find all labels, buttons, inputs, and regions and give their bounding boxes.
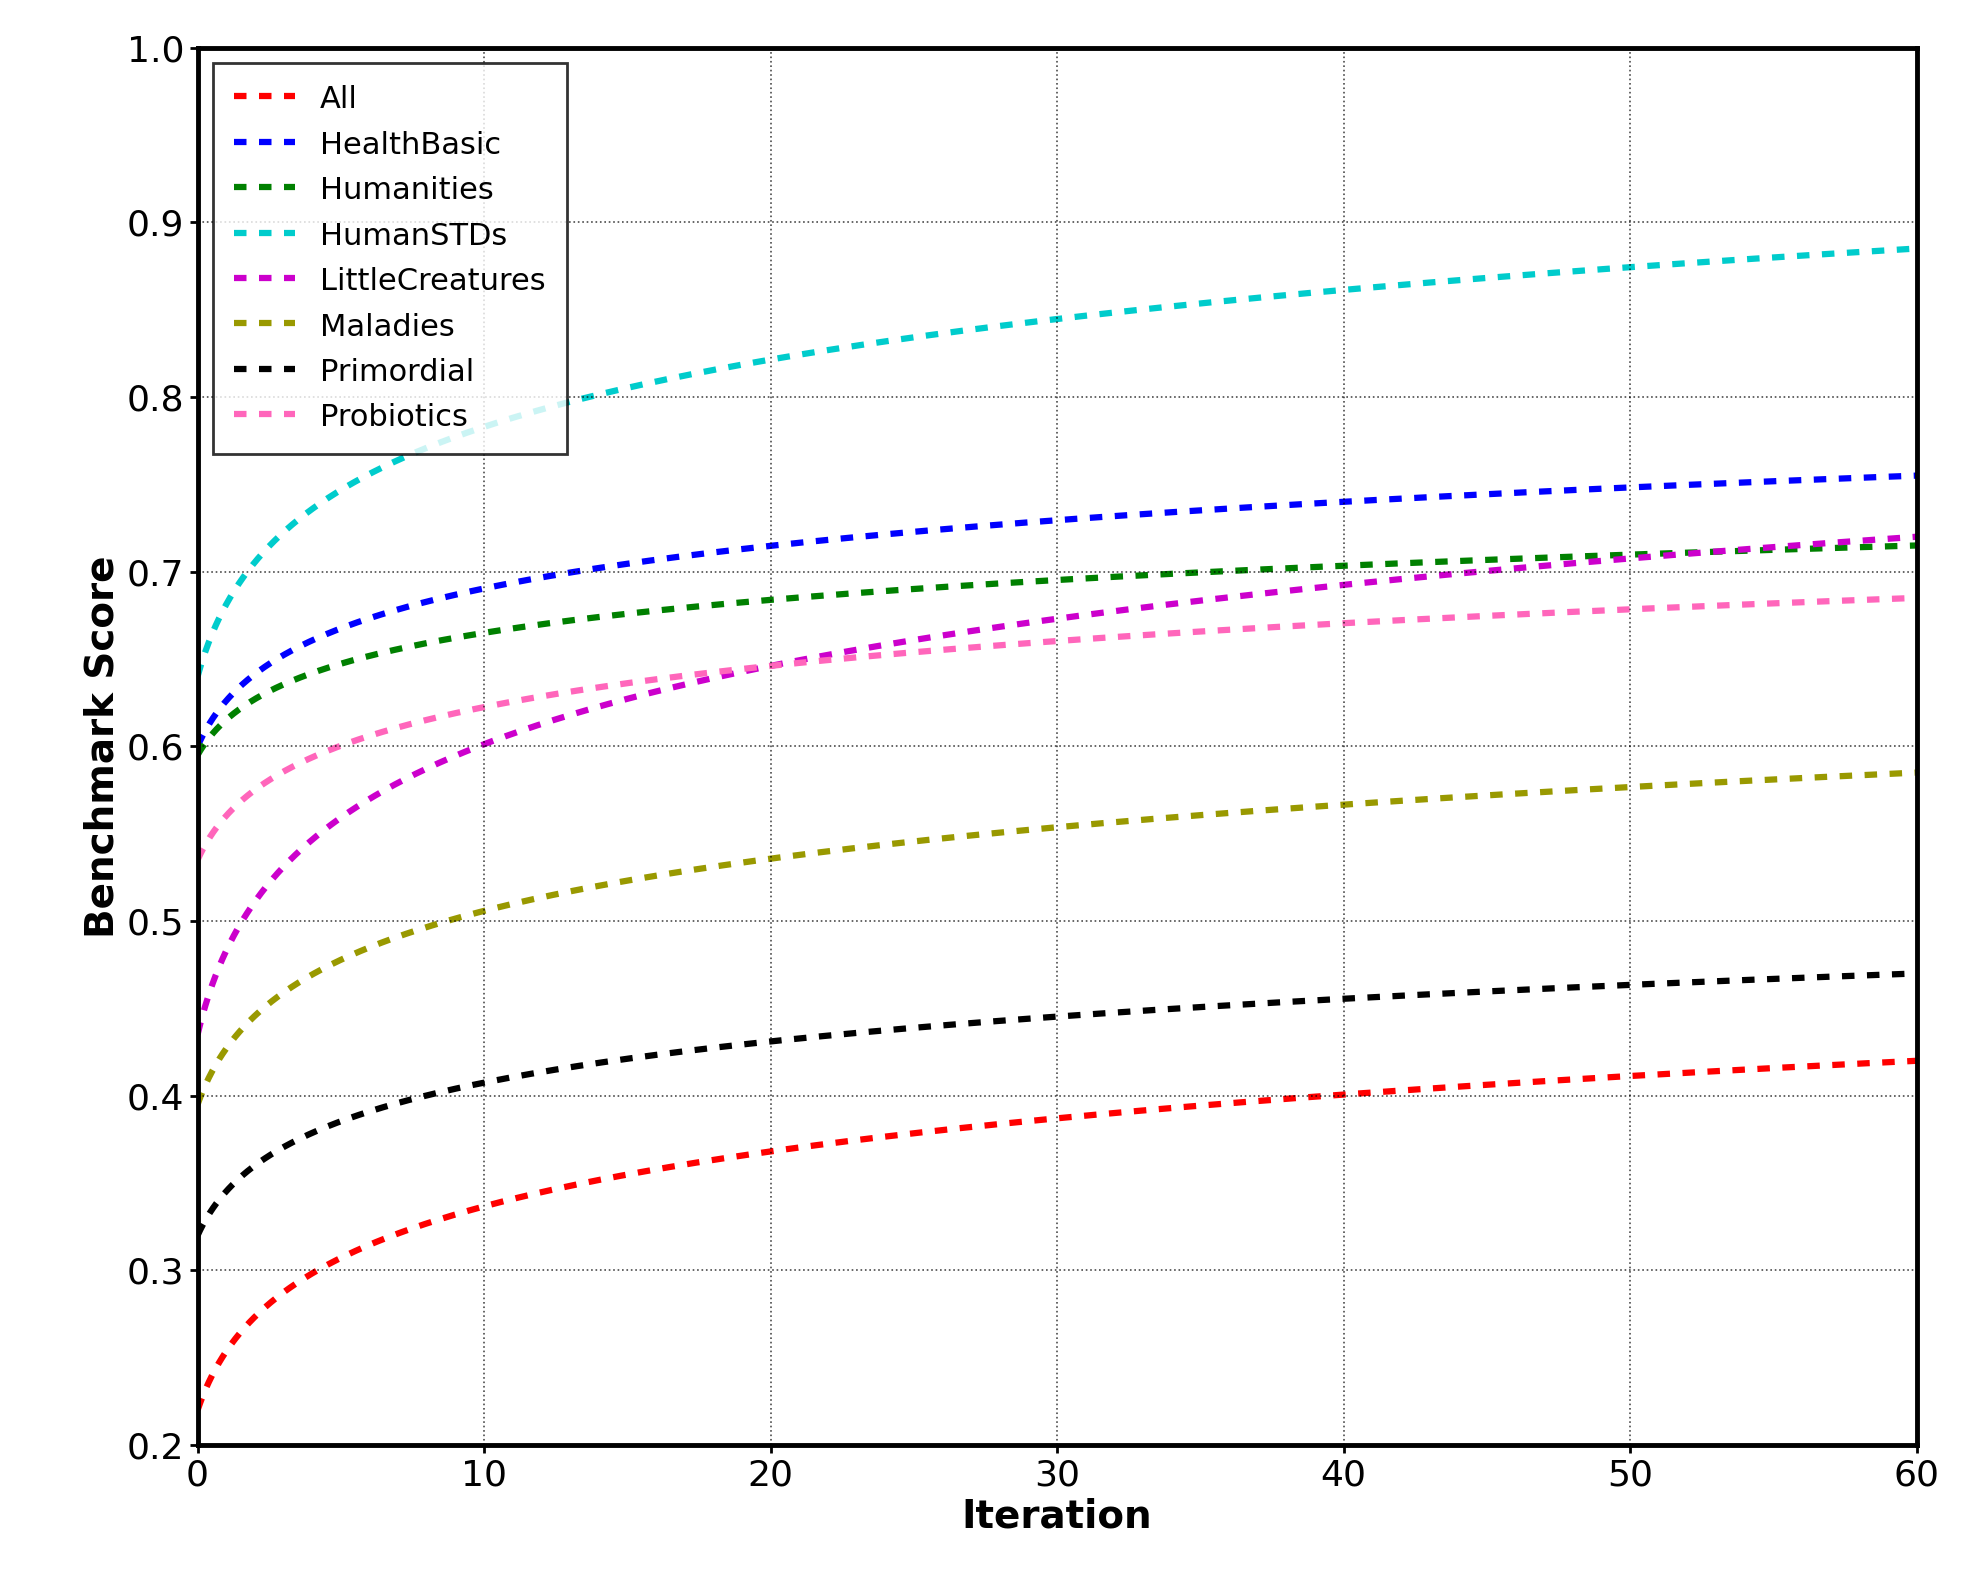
LittleCreatures (273, 856, 296, 875)
Primordial (1905, 964, 1929, 983)
LittleCreatures (186, 1024, 209, 1043)
Maladies (976, 824, 1000, 843)
Primordial (273, 1137, 296, 1156)
Legend: All, HealthBasic, Humanities, HumanSTDs, LittleCreatures, Maladies, Primordial, : All, HealthBasic, Humanities, HumanSTDs,… (213, 64, 567, 454)
Primordial (1022, 1008, 1045, 1027)
Probiotics (1855, 591, 1879, 610)
Line: HealthBasic: HealthBasic (198, 476, 1917, 746)
Maladies (1905, 764, 1929, 783)
Line: Probiotics: Probiotics (198, 597, 1917, 859)
Humanities (1022, 572, 1045, 591)
Probiotics (1539, 603, 1563, 622)
Primordial (1539, 978, 1563, 997)
HealthBasic (1853, 468, 1877, 488)
Line: HumanSTDs: HumanSTDs (198, 248, 1917, 676)
All (1853, 1054, 1877, 1073)
X-axis label: Iteration: Iteration (962, 1497, 1152, 1536)
HealthBasic (1905, 467, 1929, 486)
Primordial (186, 1226, 209, 1245)
Humanities (976, 575, 1000, 594)
Line: Primordial: Primordial (198, 973, 1917, 1235)
Humanities (1853, 537, 1877, 556)
HealthBasic (976, 516, 1000, 535)
LittleCreatures (1855, 530, 1879, 549)
Line: Humanities: Humanities (198, 546, 1917, 754)
HealthBasic (1022, 513, 1045, 532)
All (1022, 1112, 1045, 1131)
Probiotics (1905, 588, 1929, 607)
HealthBasic (186, 737, 209, 756)
Humanities (1855, 537, 1879, 556)
HealthBasic (1855, 468, 1879, 488)
All (1855, 1054, 1879, 1073)
Line: Maladies: Maladies (198, 773, 1917, 1104)
Primordial (1855, 966, 1879, 985)
HumanSTDs (1905, 238, 1929, 257)
All (976, 1116, 1000, 1135)
LittleCreatures (1022, 613, 1045, 632)
Humanities (273, 673, 296, 692)
Humanities (186, 745, 209, 764)
HealthBasic (273, 645, 296, 664)
HumanSTDs (273, 521, 296, 540)
Line: LittleCreatures: LittleCreatures (198, 537, 1917, 1034)
LittleCreatures (1853, 530, 1877, 549)
HumanSTDs (1855, 241, 1879, 260)
HumanSTDs (1539, 264, 1563, 283)
HealthBasic (1539, 481, 1563, 500)
HumanSTDs (1022, 313, 1045, 332)
All (186, 1401, 209, 1420)
Primordial (976, 1012, 1000, 1031)
Maladies (1853, 765, 1877, 784)
Probiotics (1022, 634, 1045, 653)
Probiotics (1853, 591, 1877, 610)
Probiotics (976, 637, 1000, 656)
All (273, 1282, 296, 1301)
Maladies (186, 1094, 209, 1113)
Probiotics (186, 850, 209, 869)
Line: All: All (198, 1061, 1917, 1410)
HumanSTDs (186, 667, 209, 686)
LittleCreatures (1539, 556, 1563, 575)
Y-axis label: Benchmark Score: Benchmark Score (83, 556, 121, 937)
LittleCreatures (1905, 527, 1929, 546)
Humanities (1905, 537, 1929, 556)
All (1539, 1072, 1563, 1091)
LittleCreatures (976, 619, 1000, 638)
Maladies (1022, 819, 1045, 838)
Maladies (1855, 765, 1879, 784)
All (1905, 1051, 1929, 1070)
HumanSTDs (1853, 241, 1877, 260)
Primordial (1853, 966, 1877, 985)
HumanSTDs (976, 318, 1000, 337)
Maladies (1539, 781, 1563, 800)
Probiotics (273, 761, 296, 780)
Humanities (1539, 548, 1563, 567)
Maladies (273, 981, 296, 1000)
